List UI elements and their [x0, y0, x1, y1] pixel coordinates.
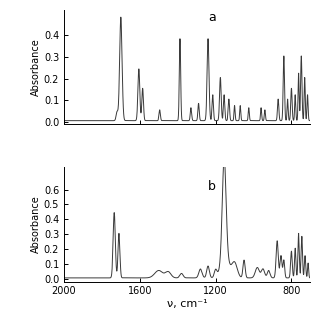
X-axis label: ν, cm⁻¹: ν, cm⁻¹ [167, 299, 207, 309]
Y-axis label: Absorbance: Absorbance [31, 196, 41, 253]
Text: a: a [208, 11, 216, 24]
Y-axis label: Absorbance: Absorbance [31, 38, 41, 96]
Text: b: b [208, 180, 216, 193]
